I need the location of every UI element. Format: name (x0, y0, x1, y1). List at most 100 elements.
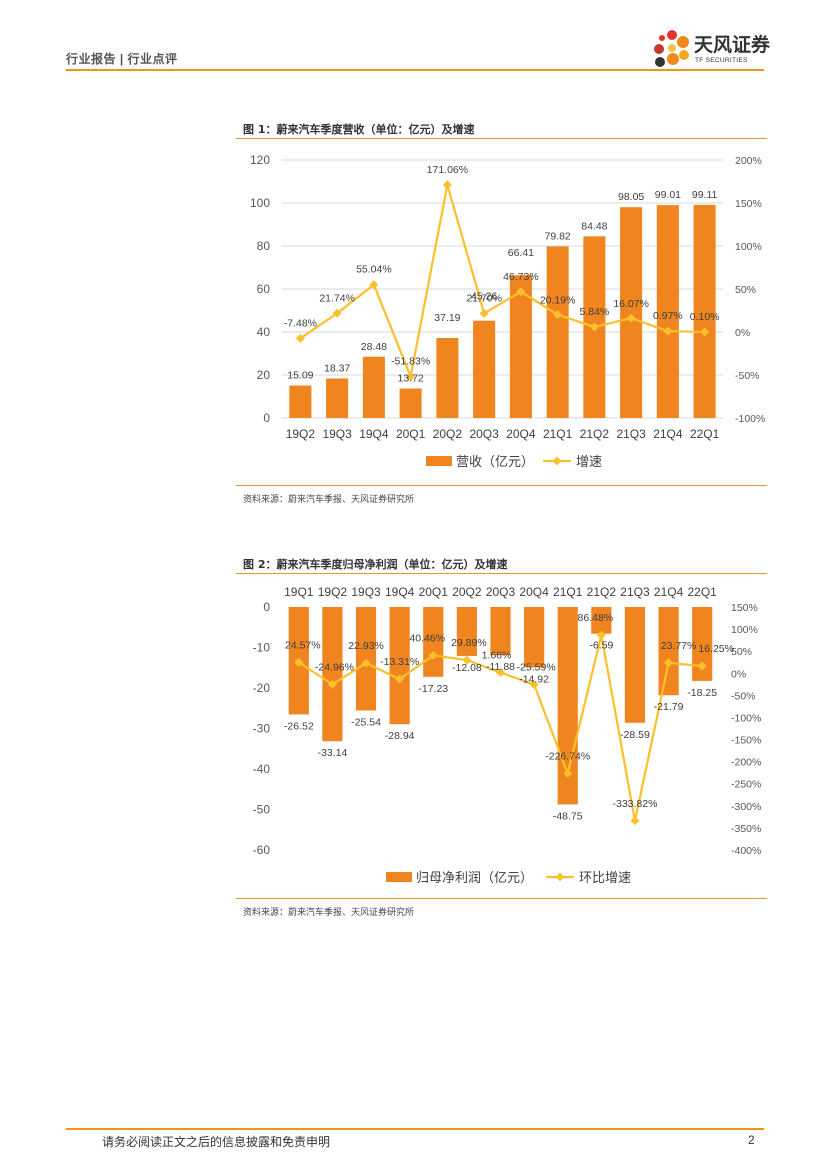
revenue-chart: 0 20 40 60 80 100 120 -100% -50% 0% 50% 100% 150% 200… (250, 153, 765, 469)
bar-value-label: 79.82 (544, 230, 570, 242)
growth-value-label: 23.77% (661, 640, 697, 652)
figure1-title: 图 1：蔚来汽车季度营收（单位：亿元）及增速 (243, 123, 475, 136)
growth-marker (630, 816, 640, 826)
right-axis-tick: -50% (735, 370, 760, 382)
growth-marker (442, 180, 452, 190)
bar (658, 607, 679, 696)
category-label: 20Q3 (486, 585, 516, 599)
legend-line-marker (552, 456, 562, 466)
category-label: 22Q1 (688, 585, 718, 599)
category-label: 21Q1 (553, 585, 583, 599)
right-axis-tick: 150% (735, 198, 762, 210)
left-axis-tick: 0 (263, 411, 270, 425)
left-axis-tick: -50 (253, 803, 271, 817)
bar-value-label: 13.72 (397, 373, 423, 385)
bar-value-label: -12.08 (452, 662, 482, 674)
bar-value-label: -21.79 (654, 701, 684, 713)
right-axis-tick: -400% (731, 845, 761, 857)
growth-marker (479, 308, 489, 318)
growth-value-label: 16.25% (698, 643, 734, 655)
growth-marker (563, 768, 573, 778)
growth-value-label: -51.83% (391, 356, 430, 368)
net-profit-chart: 0 -10 -20 -30 -40 -50 -60 150% 100% 50% 0% -50% -100… (253, 585, 762, 885)
footer-disclaimer: 请务必阅读正文之后的信息披露和免责申明 (102, 1135, 331, 1149)
bar (289, 385, 312, 418)
growth-value-label: 21.74% (319, 292, 355, 304)
growth-marker (462, 655, 472, 665)
growth-value-label: 5.84% (579, 306, 609, 318)
bar (326, 378, 349, 418)
bar-value-label: -11.88 (486, 661, 515, 673)
growth-marker (369, 280, 379, 290)
growth-marker (589, 322, 599, 332)
growth-marker (553, 310, 563, 320)
bar-value-label: 98.05 (618, 191, 644, 203)
bar-value-label: 66.41 (508, 247, 534, 259)
left-axis-tick: -30 (253, 722, 271, 736)
growth-line-series (299, 184, 705, 381)
growth-marker (327, 679, 337, 689)
bar (624, 607, 646, 723)
category-label: 20Q1 (419, 585, 449, 599)
growth-value-label: 24.57% (285, 639, 321, 651)
legend-line-marker (555, 872, 565, 882)
bar-value-label: -6.59 (589, 640, 613, 652)
right-axis-tick: -350% (731, 823, 761, 835)
legend-bar-label: 归母净利润（亿元） (416, 870, 533, 885)
growth-value-label: 40.46% (409, 632, 445, 644)
growth-marker (395, 674, 405, 684)
right-axis-tick: 100% (731, 624, 758, 636)
growth-value-label: 1.66% (482, 650, 512, 662)
growth-marker (529, 680, 539, 690)
left-axis-tick: -60 (253, 843, 271, 857)
bar (456, 607, 477, 656)
category-label: 20Q4 (506, 427, 536, 441)
growth-value-label: 0.97% (653, 310, 683, 322)
logo-flower-icon (654, 30, 689, 67)
category-label: 19Q2 (318, 585, 348, 599)
report-category: 行业报告 | 行业点评 (66, 52, 178, 66)
company-logo: 天风证券 TF SECURITIES (650, 28, 770, 72)
right-axis-tick: 0% (735, 327, 750, 339)
growth-marker (332, 308, 342, 318)
growth-value-label: 0.10% (690, 311, 720, 323)
category-label: 20Q2 (433, 427, 463, 441)
right-axis-tick: 50% (735, 284, 756, 296)
category-label: 21Q3 (616, 427, 646, 441)
bar (546, 246, 569, 418)
legend-bar-swatch (386, 872, 412, 882)
growth-marker (496, 668, 505, 678)
bar-value-label: -48.75 (553, 810, 583, 822)
footer-divider (66, 1128, 764, 1130)
growth-marker (697, 661, 707, 671)
growth-value-label: -24.96% (315, 661, 354, 673)
growth-marker (663, 326, 673, 336)
bar (399, 388, 422, 418)
growth-marker (596, 630, 606, 640)
growth-value-label: -25.59% (517, 662, 556, 674)
growth-value-label: 86.48% (578, 612, 614, 624)
bar-value-label: 28.48 (361, 341, 387, 353)
bar-value-label: -26.52 (284, 720, 314, 732)
bar (436, 338, 459, 418)
figure1-bottom-rule (236, 485, 767, 486)
logo-subtitle: TF SECURITIES (695, 57, 748, 64)
left-axis-tick: 80 (257, 239, 271, 253)
left-axis-tick: 40 (257, 325, 271, 339)
bar-value-label: -18.25 (687, 687, 717, 699)
growth-marker (294, 657, 304, 667)
category-label: 21Q2 (587, 585, 617, 599)
bar-value-label: 84.48 (581, 220, 607, 232)
growth-marker (406, 372, 416, 382)
growth-value-label: 21.70% (466, 292, 502, 304)
category-label: 20Q4 (519, 585, 549, 599)
right-axis-tick: -200% (731, 757, 761, 769)
legend-line-label: 增速 (576, 454, 602, 469)
bar-value-label: 99.01 (655, 189, 681, 201)
bar-value-label: 15.09 (287, 370, 313, 382)
bar (656, 205, 679, 418)
bar (322, 607, 343, 742)
right-axis-tick: -50% (731, 690, 756, 702)
category-label: 19Q4 (385, 585, 415, 599)
left-axis-tick: -20 (253, 681, 271, 695)
